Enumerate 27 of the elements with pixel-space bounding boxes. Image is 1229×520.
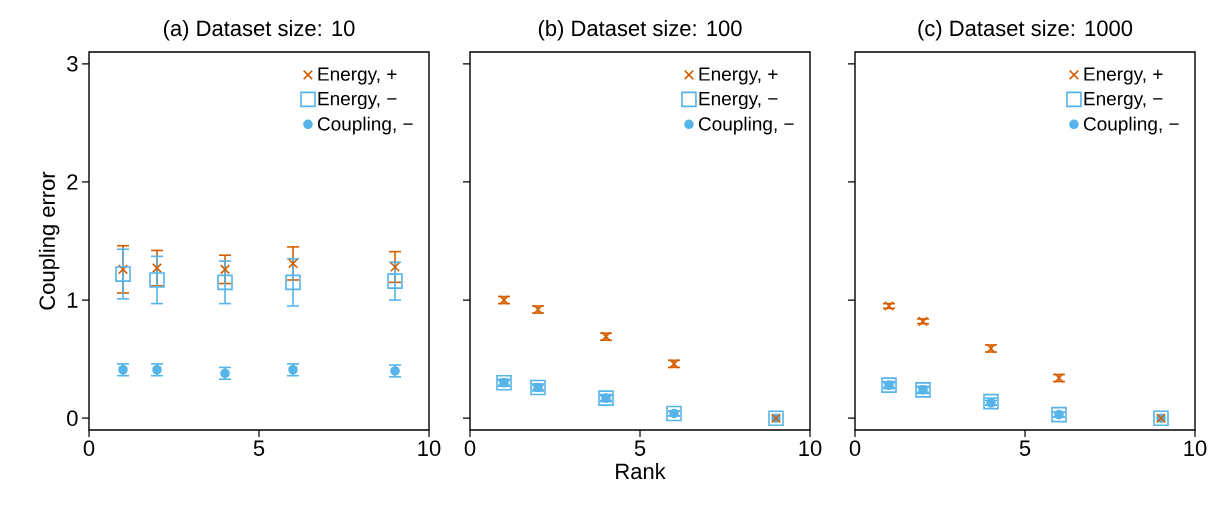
- y-tick-label: 3: [67, 56, 78, 72]
- x-tick-label: 0: [464, 440, 476, 457]
- x-tick-label: 5: [253, 440, 265, 456]
- legend-label: Coupling, −: [1083, 116, 1179, 135]
- legend-label: Energy, +: [318, 67, 397, 85]
- x-tick-label: 5: [634, 440, 646, 456]
- y-tick-label: 1: [67, 292, 78, 308]
- x-axis-title: Rank: [616, 462, 666, 480]
- x-tick-label: 5: [1019, 440, 1031, 456]
- y-tick-label: 0: [67, 410, 78, 426]
- x-tick-label: 10: [799, 440, 822, 457]
- legend-label: Energy, +: [699, 67, 778, 85]
- legend-label: Energy, −: [318, 92, 397, 110]
- x-tick-label: 0: [849, 440, 861, 457]
- legend-label: Energy, −: [1084, 92, 1163, 110]
- chart-title: (c) Dataset size: 1000: [918, 19, 1133, 41]
- chart-title: (b) Dataset size: 100: [538, 19, 742, 41]
- x-tick-label: 10: [1184, 440, 1207, 457]
- legend-label: Energy, −: [699, 92, 778, 110]
- x-tick-label: 10: [418, 440, 441, 457]
- legend-label: Coupling, −: [698, 116, 794, 135]
- y-axis-title: Coupling error: [38, 171, 60, 310]
- legend-label: Coupling, −: [317, 116, 413, 135]
- x-tick-label: 0: [83, 440, 95, 457]
- y-tick-label: 2: [67, 174, 78, 190]
- legend-label: Energy, +: [1084, 67, 1163, 85]
- chart-title: (a) Dataset size: 10: [163, 19, 355, 41]
